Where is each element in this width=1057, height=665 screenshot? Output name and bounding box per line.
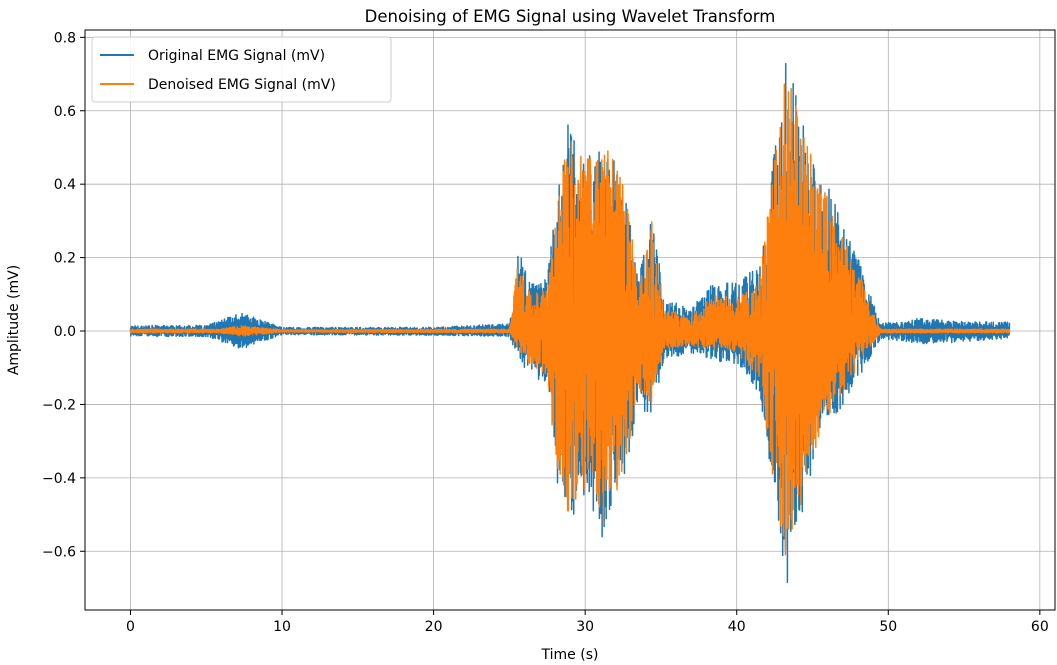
x-tick-label: 0 [126,619,135,635]
plot-frame [84,29,1056,611]
x-axis-ticks: 0 10 20 30 40 50 60 [126,610,1049,635]
chart-title: Denoising of EMG Signal using Wavelet Tr… [365,7,776,26]
legend: Original EMG Signal (mV) Denoised EMG Si… [91,36,392,103]
y-tick-label: 0.0 [54,324,76,340]
x-tick-label: 10 [273,619,291,635]
legend-label-denoised: Denoised EMG Signal (mV) [148,77,336,93]
y-tick-label: 0.6 [54,104,76,120]
y-tick-label: −0.2 [42,397,76,413]
y-tick-label: 0.2 [54,251,76,267]
x-tick-label: 40 [728,619,746,635]
y-tick-label: 0.8 [54,30,76,46]
series-layer [129,62,1011,584]
y-tick-label: −0.6 [42,544,76,560]
y-tick-label: 0.4 [54,177,76,193]
x-tick-label: 50 [879,619,897,635]
y-tick-label: −0.4 [42,471,76,487]
legend-label-original: Original EMG Signal (mV) [148,48,325,64]
y-axis-ticks: −0.6 −0.4 −0.2 0.0 0.2 0.4 0.6 0.8 [42,30,85,560]
x-tick-label: 30 [576,619,594,635]
legend-box [91,36,392,103]
x-tick-label: 60 [1031,619,1049,635]
x-axis-title: Time (s) [541,647,599,663]
y-axis-title: Amplitude (mV) [6,265,22,375]
x-tick-label: 20 [425,619,443,635]
series-line-denoised [129,83,1011,556]
